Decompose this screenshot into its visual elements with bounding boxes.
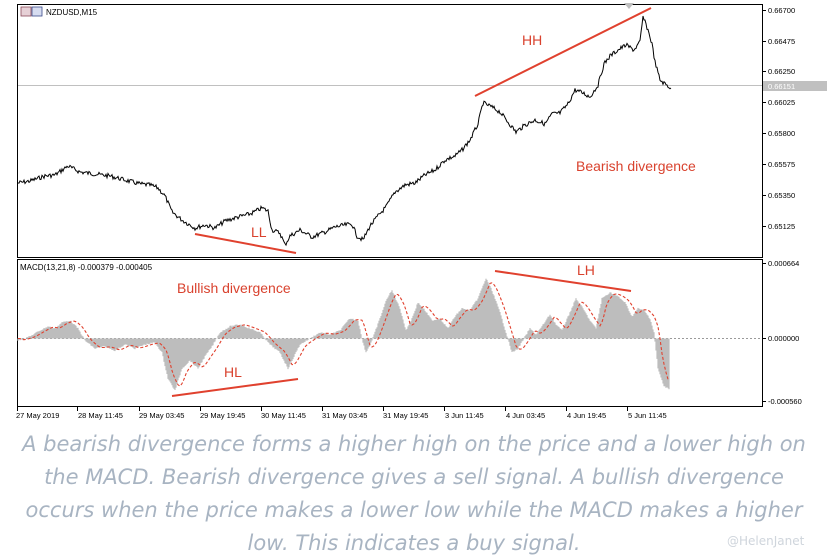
macd-tick: -0.000560 <box>768 397 802 406</box>
price-tick: 0.65125 <box>768 222 795 231</box>
current-price-tag <box>763 81 827 91</box>
window-icon <box>20 6 43 17</box>
time-tick: 28 May 11:45 <box>78 411 123 420</box>
caption-line: A bearish divergence forms a higher high… <box>22 432 806 456</box>
trading-chart: NZDUSD,M15 MACD(13,21,8) -0.000379 -0.00… <box>16 3 827 420</box>
macd-tick: 0.000000 <box>768 334 799 343</box>
time-tick: 29 May 03:45 <box>139 411 184 420</box>
lh-label: LH <box>577 262 595 278</box>
price-tick: 0.66025 <box>768 98 795 107</box>
macd-label: MACD(13,21,8) -0.000379 -0.000405 <box>20 263 153 272</box>
caption-line: occurs when the price makes a lower low … <box>25 498 803 522</box>
time-tick: 4 Jun 03:45 <box>506 411 545 420</box>
hl-trendline <box>171 378 299 397</box>
macd-signal-line <box>18 282 669 387</box>
time-tick: 31 May 03:45 <box>322 411 367 420</box>
time-tick: 31 May 19:45 <box>383 411 428 420</box>
current-price-value: 0.66151 <box>768 82 795 91</box>
hl-label: HL <box>224 364 242 380</box>
ll-trendline <box>194 233 297 254</box>
price-tick: 0.66700 <box>768 6 795 15</box>
price-tick: 0.65575 <box>768 160 795 169</box>
price-tick: 0.65350 <box>768 191 795 200</box>
time-tick: 3 Jun 11:45 <box>445 411 484 420</box>
price-panel[interactable] <box>17 4 763 258</box>
time-tick: 4 Jun 19:45 <box>567 411 606 420</box>
bearish-divergence-label: Bearish divergence <box>576 158 696 174</box>
hh-trendline <box>474 7 652 97</box>
time-tick: 5 Jun 11:45 <box>628 411 667 420</box>
price-tick: 0.66250 <box>768 67 795 76</box>
symbol-label: NZDUSD,M15 <box>46 8 98 17</box>
time-tick: 29 May 19:45 <box>200 411 245 420</box>
price-series <box>17 15 672 247</box>
caption-line: the MACD. Bearish divergence gives a sel… <box>44 465 784 489</box>
bullish-divergence-label: Bullish divergence <box>177 280 291 296</box>
ll-label: LL <box>251 224 267 240</box>
macd-tick: 0.000664 <box>768 259 799 268</box>
lh-trendline <box>494 270 632 292</box>
caption: A bearish divergence forms a higher high… <box>0 428 828 560</box>
hh-label: HH <box>522 32 542 48</box>
time-tick: 27 May 2019 <box>16 411 59 420</box>
peak-marker <box>624 3 634 9</box>
time-tick: 30 May 11:45 <box>261 411 306 420</box>
caption-line: low. This indicates a buy signal. <box>247 531 581 555</box>
watermark: @HelenJanet <box>727 534 805 548</box>
price-tick: 0.66475 <box>768 37 795 46</box>
price-tick: 0.65800 <box>768 129 795 138</box>
